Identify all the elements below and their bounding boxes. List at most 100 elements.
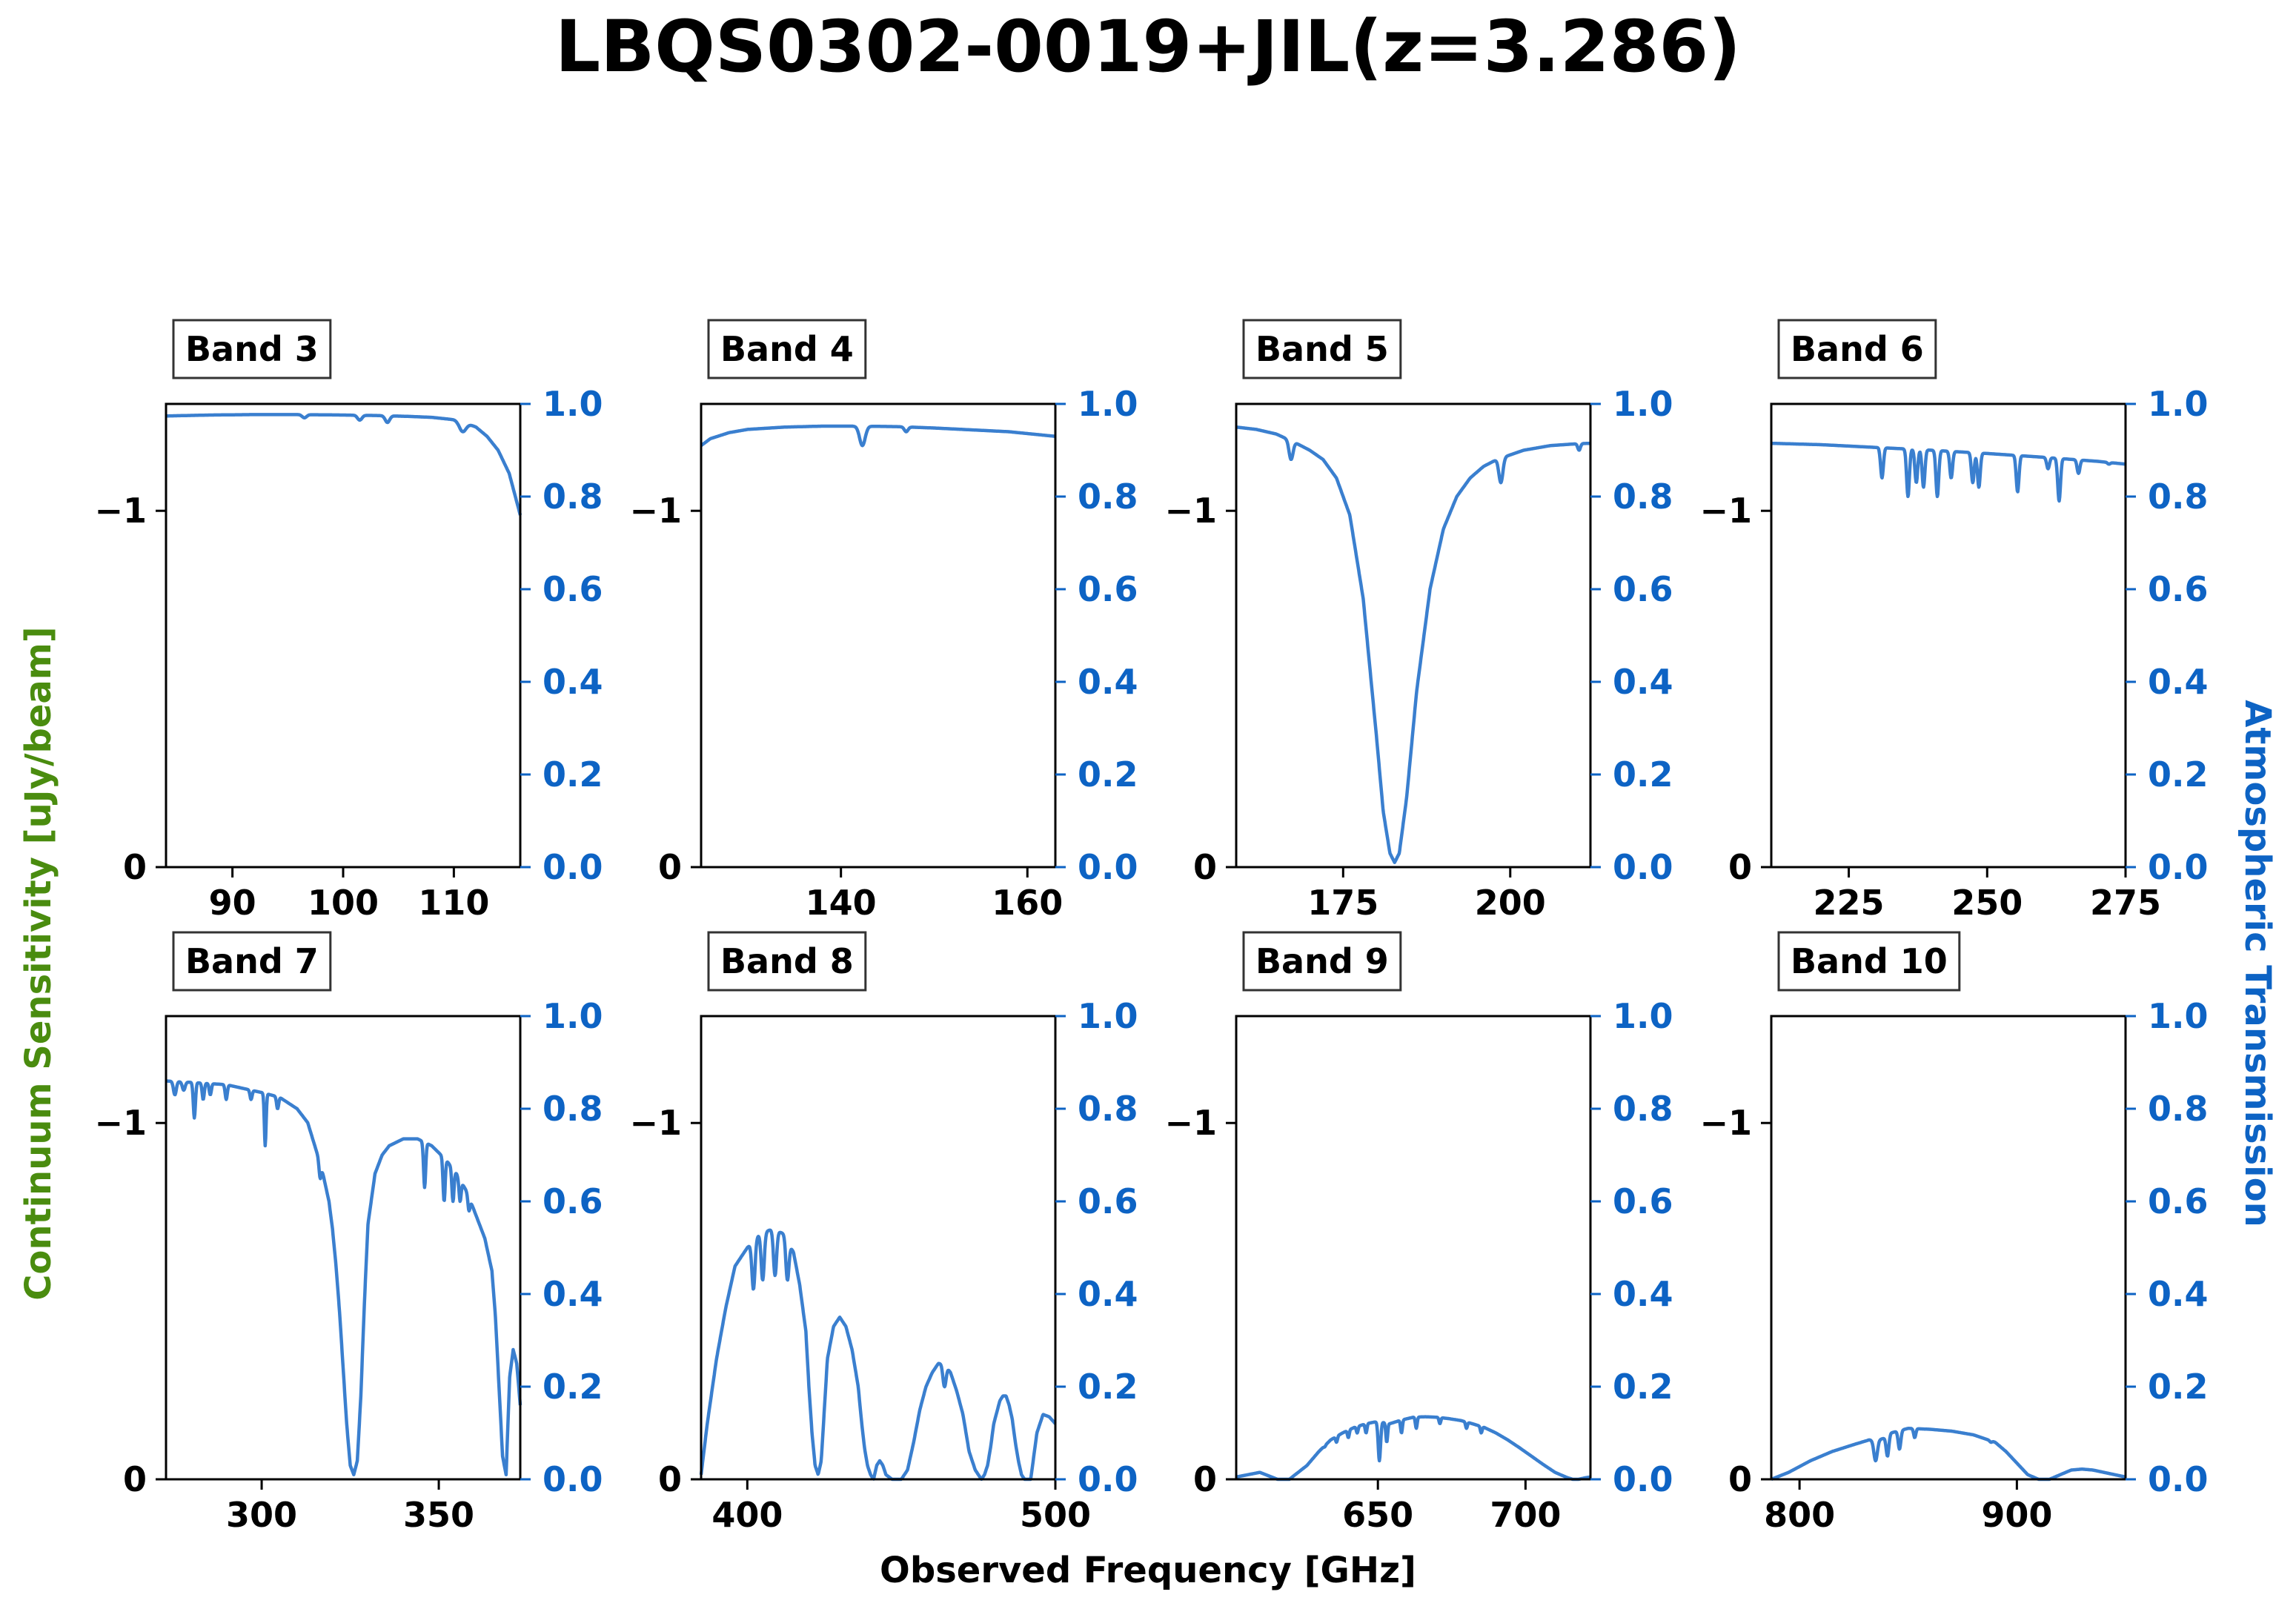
- right-y-tick-label: 1.0: [543, 384, 603, 424]
- panel-band-9: Band 9 650 700 0 −1 0.0 0.2 0.4 0.6 0.8 1.0: [1164, 931, 1673, 1535]
- right-y-tick-label: 0.0: [2148, 847, 2209, 887]
- transmission-line: [699, 1228, 1057, 1482]
- axes-frame: [165, 402, 522, 869]
- figure-title: LBQS0302-0019+JIL(z=3.286): [555, 5, 1741, 88]
- x-tick-label: 100: [308, 883, 379, 923]
- x-tick-label: 140: [806, 883, 877, 923]
- x-tick-label: 300: [226, 1495, 297, 1535]
- x-tick-label: 175: [1307, 883, 1378, 923]
- right-y-tick-label: 0.4: [543, 1274, 603, 1314]
- panel-label-box: [707, 931, 867, 992]
- x-tick-label: 275: [2090, 883, 2161, 923]
- x-tick-label: 250: [1951, 883, 2023, 923]
- right-y-tick-label: 1.0: [2148, 384, 2209, 424]
- panel-band-10: Band 10 800 900 0 −1 0.0 0.2 0.4 0.6 0.8 1.0: [1699, 931, 2209, 1535]
- x-tick-label: 650: [1342, 1495, 1413, 1535]
- left-y-tick-label: 0: [1728, 847, 1752, 887]
- panel-label: Band 6: [1791, 329, 1924, 369]
- panels: Band 390 100 1100−10.00.20.40.60.81.0Band …: [94, 319, 2209, 1535]
- right-y-tick-label: 0.0: [543, 1459, 603, 1499]
- panel-label: Band 7: [185, 941, 319, 981]
- transmission-line: [1770, 1427, 2127, 1482]
- axes-frame: [1770, 1015, 2127, 1481]
- left-y-tick-label: −1: [629, 1103, 682, 1143]
- right-y-tick-label: 0.2: [1613, 754, 1673, 794]
- x-tick-label: 500: [1020, 1495, 1091, 1535]
- right-y-tick-label: 0.8: [1613, 477, 1673, 517]
- right-y-tick-label: 1.0: [2148, 996, 2209, 1036]
- right-y-tick-label: 0.8: [543, 1089, 603, 1129]
- x-axis-label: Observed Frequency [GHz]: [880, 1550, 1416, 1591]
- left-y-tick-label: −1: [1164, 1103, 1217, 1143]
- axes-frame: [1235, 402, 1592, 869]
- right-y-tick-label: 0.2: [2148, 1367, 2209, 1407]
- right-y-tick-label: 1.0: [1078, 384, 1138, 424]
- transmission-line: [165, 413, 522, 516]
- right-y-tick-label: 0.2: [2148, 754, 2209, 794]
- right-y-tick-label: 0.6: [2148, 569, 2209, 609]
- axes-frame: [700, 402, 1057, 869]
- right-y-tick-label: 0.6: [1613, 1181, 1673, 1221]
- axes-frame: [700, 1015, 1057, 1481]
- panel-band-4: Band 4 140 160 0 −1 0.0 0.2 0.4 0.6 0.8 1.0: [629, 319, 1138, 923]
- axes-frame: [1235, 1015, 1592, 1481]
- left-y-tick-label: −1: [94, 491, 147, 531]
- x-tick-label: 900: [1981, 1495, 2052, 1535]
- x-tick-label: 700: [1490, 1495, 1561, 1535]
- right-y-tick-label: 0.8: [1078, 477, 1138, 517]
- panel-label-box: [1777, 931, 1961, 992]
- panel-label: Band 4: [720, 329, 854, 369]
- transmission-line: [1235, 1415, 1592, 1482]
- right-y-tick-label: 0.6: [1613, 569, 1673, 609]
- right-y-tick-label: 0.2: [543, 1367, 603, 1407]
- right-y-tick-label: 0.6: [543, 569, 603, 609]
- panel-band-5: Band 5 175 200 0 −1 0.0 0.2 0.4 0.6 0.8 1.0: [1164, 319, 1673, 923]
- right-y-tick-label: 0.2: [1078, 754, 1138, 794]
- right-y-tick-label: 0.8: [2148, 477, 2209, 517]
- right-y-tick-label: 0.0: [1078, 1459, 1138, 1499]
- right-y-tick-label: 0.2: [543, 754, 603, 794]
- right-y-tick-label: 0.8: [1613, 1089, 1673, 1129]
- right-y-tick-label: 0.0: [543, 847, 603, 887]
- right-y-tick-label: 0.2: [1613, 1367, 1673, 1407]
- left-y-tick-label: −1: [629, 491, 682, 531]
- right-y-tick-label: 0.6: [543, 1181, 603, 1221]
- left-y-tick-label: −1: [1164, 491, 1217, 531]
- panel-band-7: Band 7 300 350 0 −1 0.0 0.2 0.4 0.6 0.8 1.0: [94, 931, 603, 1535]
- right-y-tick-label: 0.4: [1613, 1274, 1673, 1314]
- panel-label-box: [1242, 319, 1402, 379]
- right-y-tick-label: 0.4: [1078, 1274, 1138, 1314]
- right-y-tick-label: 0.2: [1078, 1367, 1138, 1407]
- right-y-tick-label: 0.6: [1078, 569, 1138, 609]
- panel-band-8: Band 8 400 500 0 −1 0.0 0.2 0.4 0.6 0.8 1.0: [629, 931, 1138, 1535]
- transmission-line: [1770, 441, 2127, 503]
- panel-label-box: [172, 319, 332, 379]
- right-y-tick-label: 0.8: [2148, 1089, 2209, 1129]
- right-y-tick-label: 0.0: [2148, 1459, 2209, 1499]
- right-y-tick-label: 1.0: [1078, 996, 1138, 1036]
- panel-label-box: [1242, 931, 1402, 992]
- right-y-tick-label: 0.4: [543, 662, 603, 702]
- right-y-tick-label: 0.8: [543, 477, 603, 517]
- left-y-tick-label: −1: [1699, 491, 1752, 531]
- right-y-tick-label: 0.6: [1078, 1181, 1138, 1221]
- left-y-tick-label: 0: [658, 1459, 682, 1499]
- axes-frame: [165, 1015, 522, 1481]
- x-tick-label: 800: [1764, 1495, 1835, 1535]
- panel-band-3: Band 3 90 100 110 0 −1 0.0 0.2 0.4 0.6 0.8 1.0: [94, 319, 603, 923]
- left-y-tick-label: 0: [123, 847, 147, 887]
- x-tick-label: 200: [1475, 883, 1546, 923]
- right-y-tick-label: 0.4: [1078, 662, 1138, 702]
- panel-label-box: [707, 319, 867, 379]
- panel-label-box: [172, 931, 332, 992]
- left-y-tick-label: 0: [1728, 1459, 1752, 1499]
- x-tick-label: 350: [403, 1495, 474, 1535]
- transmission-line: [700, 424, 1057, 448]
- right-y-tick-label: 0.8: [1078, 1089, 1138, 1129]
- transmission-line: [165, 1079, 522, 1477]
- left-y-tick-label: 0: [1193, 847, 1217, 887]
- axes-frame: [1770, 402, 2127, 869]
- left-y-tick-label: 0: [1193, 1459, 1217, 1499]
- right-y-tick-label: 0.4: [2148, 1274, 2209, 1314]
- left-y-tick-label: −1: [94, 1103, 147, 1143]
